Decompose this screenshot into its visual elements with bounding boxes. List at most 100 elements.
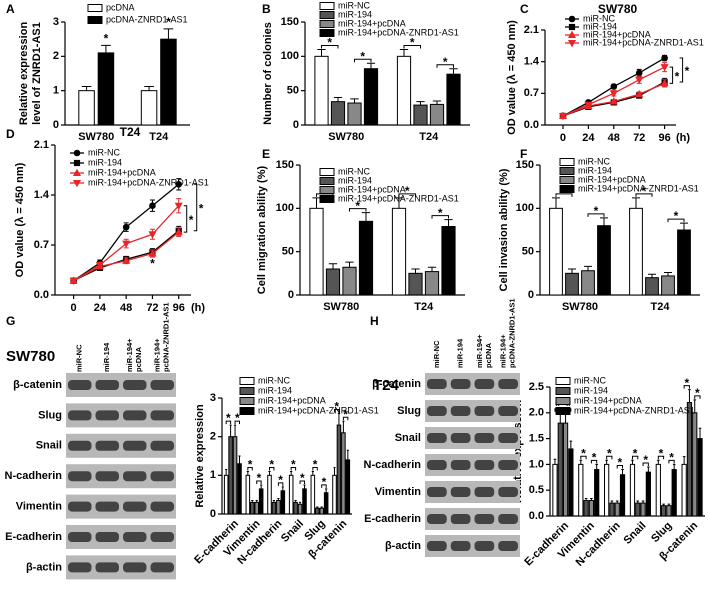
- bar: [552, 463, 558, 517]
- lane-label: miR-194+: [153, 338, 162, 372]
- protein-label: Slug: [38, 409, 62, 421]
- marker: [660, 79, 669, 87]
- legend-swatch: [555, 407, 571, 415]
- error-bar: [636, 500, 640, 504]
- blot-strip: [425, 373, 520, 395]
- significance-bracket: [354, 58, 372, 63]
- bar: [342, 266, 357, 296]
- x-tick-label: SW780: [562, 301, 598, 313]
- significance-label: *: [405, 184, 410, 198]
- blot-band: [498, 487, 518, 497]
- error-bar: [621, 469, 624, 475]
- error-bar: [281, 486, 284, 491]
- error-bar: [399, 48, 409, 57]
- bar: [237, 463, 242, 515]
- bar: [347, 102, 362, 126]
- error-bar: [337, 412, 341, 426]
- y-tick-label: 1.5: [529, 433, 544, 445]
- bar: [629, 207, 643, 296]
- bar: [319, 507, 324, 515]
- blot-band: [123, 532, 147, 542]
- significance-bracket: [321, 484, 327, 488]
- error-bar: [342, 420, 345, 433]
- marker: [95, 262, 104, 270]
- bar: [288, 474, 294, 515]
- error-bar: [316, 506, 319, 509]
- blot-band: [498, 379, 518, 389]
- error-bar: [303, 484, 306, 489]
- x-tick-label: T24: [419, 131, 439, 143]
- error-bar: [647, 466, 650, 473]
- legend-marker: [567, 40, 577, 48]
- y-tick-label: 100: [276, 202, 294, 214]
- significance-bracket: [683, 385, 690, 389]
- legend-swatch: [319, 29, 335, 37]
- significance-label: *: [607, 446, 612, 460]
- significance-bracket: [247, 466, 253, 471]
- significance-label: *: [235, 411, 240, 425]
- y-tick-label: 0.0: [529, 510, 544, 522]
- protein-label: β-catenin: [372, 378, 421, 390]
- bar: [280, 490, 286, 515]
- chart-title: SW780: [598, 2, 638, 16]
- y-tick-label: 0.7: [524, 87, 539, 99]
- blot-band: [150, 380, 174, 390]
- significance-label: *: [674, 209, 679, 223]
- legend-marker: [72, 168, 82, 176]
- bar: [686, 401, 693, 517]
- blot-strip: [425, 508, 520, 530]
- significance-bracket: [555, 193, 573, 197]
- error-bar: [631, 459, 634, 465]
- significance-bracket: [679, 57, 684, 83]
- legend-label: miR-194+pcDNA: [578, 174, 646, 184]
- significance-bracket: [342, 416, 349, 421]
- error-bar: [579, 459, 583, 465]
- x-tick-label: 72: [146, 302, 158, 314]
- significance-label: *: [594, 204, 599, 218]
- blot-band: [95, 380, 119, 390]
- bar: [310, 474, 316, 515]
- y-tick-label: 0: [528, 289, 534, 301]
- legend-label: miR-194+pcDNA: [88, 167, 156, 177]
- marker: [175, 180, 183, 188]
- bar: [325, 268, 341, 296]
- significance-label: *: [410, 36, 415, 50]
- blot-band: [123, 440, 147, 451]
- error-bar: [552, 197, 560, 209]
- protein-label: β-actin: [26, 561, 62, 573]
- legend-label: miR-194+pcDNA: [583, 29, 651, 39]
- significance-label: *: [360, 49, 365, 63]
- blot-band: [68, 380, 92, 390]
- y-tick-label: 0: [293, 119, 299, 131]
- legend-label: miR-194: [574, 385, 608, 395]
- bar: [254, 501, 259, 515]
- protein-label: E-cadherin: [5, 531, 62, 543]
- legend-marker: [568, 23, 576, 31]
- blot-band: [68, 471, 92, 482]
- bar: [609, 502, 615, 517]
- significance-bracket: [669, 66, 674, 84]
- error-bar: [449, 68, 458, 75]
- legend-label: miR-NC: [583, 13, 615, 23]
- panel-label: G: [6, 314, 15, 328]
- significance-label: *: [322, 475, 327, 489]
- marker: [609, 97, 618, 105]
- blot-band: [68, 410, 92, 421]
- y-axis-label: Relative expression: [512, 400, 524, 504]
- x-tick-label: 0: [560, 132, 566, 144]
- error-bar: [680, 222, 688, 230]
- legend-swatch: [555, 377, 571, 385]
- legend-label: miR-194+pcDNA-ZNRD1-AS1: [578, 183, 699, 193]
- y-tick-label: 0: [53, 119, 59, 131]
- legend-swatch: [319, 2, 335, 10]
- error-bar: [672, 463, 676, 470]
- y-tick-label: 2: [53, 50, 59, 62]
- blot-band: [498, 433, 518, 443]
- marker: [174, 202, 183, 211]
- bar: [557, 422, 563, 517]
- legend-swatch: [239, 377, 255, 385]
- y-tick-label: 50: [287, 85, 299, 97]
- blot-band: [150, 410, 174, 421]
